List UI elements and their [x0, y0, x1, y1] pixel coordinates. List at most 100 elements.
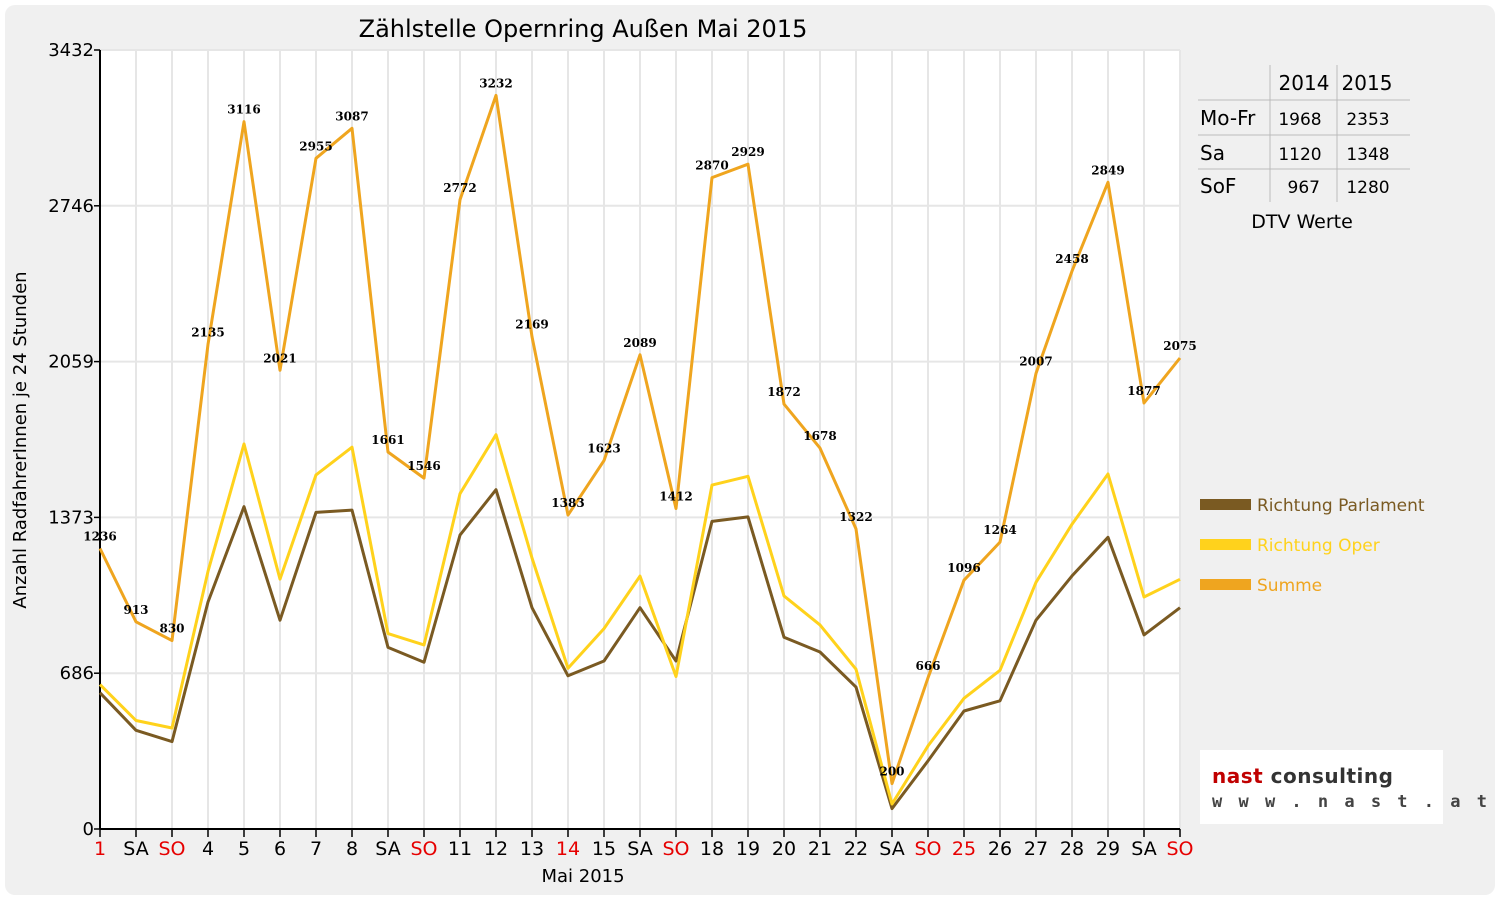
x-tick-label: 15 — [592, 838, 616, 860]
x-tick-label: SO — [1166, 838, 1193, 860]
x-tick-label: 27 — [1024, 838, 1048, 860]
x-tick-label: SO — [914, 838, 941, 860]
table-cell: 967 — [1288, 178, 1320, 198]
legend-swatch-parlament — [1200, 499, 1251, 510]
x-axis-label: Mai 2015 — [541, 866, 624, 887]
data-label-summe: 1322 — [839, 510, 872, 524]
table-row-label: Mo-Fr — [1200, 106, 1256, 130]
legend-label-parlament: Richtung Parlament — [1257, 496, 1425, 516]
table-cell: 1968 — [1278, 110, 1321, 130]
x-tick-label: 22 — [844, 838, 868, 860]
x-tick-label: 18 — [700, 838, 724, 860]
data-label-summe: 2870 — [695, 159, 728, 173]
legend-label-summe: Summe — [1257, 576, 1322, 596]
y-tick-label: 1373 — [48, 507, 94, 528]
x-tick-label: 12 — [484, 838, 508, 860]
data-label-summe: 830 — [159, 622, 184, 636]
data-label-summe: 2007 — [1019, 354, 1052, 368]
x-tick-label: 1 — [94, 838, 106, 860]
chart-title: Zählstelle Opernring Außen Mai 2015 — [359, 15, 808, 43]
table-header: 2015 — [1342, 71, 1393, 95]
x-tick-label: 11 — [448, 838, 472, 860]
data-label-summe: 3087 — [335, 109, 368, 123]
data-label-summe: 1877 — [1127, 384, 1160, 398]
x-tick-label: SA — [1131, 838, 1156, 860]
x-tick-label: SA — [123, 838, 148, 860]
data-label-summe: 2021 — [263, 351, 296, 365]
table-cell: 1120 — [1278, 145, 1321, 165]
x-tick-label: 7 — [310, 838, 322, 860]
table-caption: DTV Werte — [1251, 211, 1353, 233]
logo-name: nast consulting — [1212, 764, 1393, 788]
x-tick-label: 4 — [202, 838, 214, 860]
x-tick-label: 5 — [238, 838, 250, 860]
logo-url: w w w . n a s t . a t — [1212, 792, 1490, 812]
data-label-summe: 1661 — [371, 433, 404, 447]
x-tick-label: SO — [158, 838, 185, 860]
data-label-summe: 2458 — [1055, 252, 1088, 266]
data-label-summe: 2075 — [1163, 339, 1196, 353]
series-line-oper — [98, 433, 1181, 806]
x-tick-label: 26 — [988, 838, 1012, 860]
data-label-summe: 200 — [879, 765, 904, 779]
x-tick-label: 8 — [346, 838, 358, 860]
table-cell: 1348 — [1346, 145, 1389, 165]
data-label-summe: 3116 — [227, 103, 260, 117]
series-line-parlament — [98, 488, 1181, 811]
table-cell: 1280 — [1346, 178, 1389, 198]
data-label-summe: 1383 — [551, 496, 584, 510]
x-tick-label: 28 — [1060, 838, 1084, 860]
x-tick-label: SA — [375, 838, 400, 860]
data-label-summe: 2849 — [1091, 163, 1124, 177]
logo-name-red: nast — [1212, 764, 1264, 788]
x-tick-label: 21 — [808, 838, 832, 860]
data-label-summe: 1236 — [83, 529, 116, 543]
series-line-summe — [98, 93, 1182, 786]
x-tick-label: 20 — [772, 838, 796, 860]
nast-consulting-logo: nast consulting w w w . n a s t . a t — [1200, 750, 1487, 824]
plot-area: 0 686 1373 2059 2746 3432 1 SA SO 4 5 6 7 8 SA SO 11 12 13… — [48, 40, 1197, 860]
x-tick-label: SA — [879, 838, 904, 860]
x-tick-label: 6 — [274, 838, 286, 860]
dtv-table: 2014 2015 Mo-Fr 1968 2353 Sa 1120 1348 S… — [1198, 65, 1410, 233]
data-label-summe: 1678 — [803, 429, 836, 443]
x-tick-label: 14 — [556, 838, 580, 860]
x-tick-label: SA — [627, 838, 652, 860]
data-label-summe: 1872 — [767, 385, 800, 399]
data-label-summe: 2772 — [443, 181, 476, 195]
data-label-summe: 913 — [123, 603, 148, 617]
y-tick-label: 686 — [60, 663, 94, 684]
data-label-summe: 2955 — [299, 139, 332, 153]
data-label-summe: 1546 — [407, 459, 440, 473]
x-tick-label: SO — [662, 838, 689, 860]
logo-name-dark: consulting — [1263, 764, 1394, 788]
data-label-summe: 2929 — [731, 145, 764, 159]
y-tick-label: 3432 — [48, 40, 94, 61]
data-label-summe: 1412 — [659, 490, 692, 504]
data-label-summe: 3232 — [479, 76, 512, 90]
legend: Richtung Parlament Richtung Oper Summe — [1200, 496, 1425, 596]
x-tick-label: 29 — [1096, 838, 1120, 860]
legend-label-oper: Richtung Oper — [1257, 536, 1380, 556]
table-row-label: SoF — [1200, 174, 1236, 198]
x-tick-label: 25 — [952, 838, 976, 860]
data-label-summe: 666 — [915, 659, 940, 673]
legend-swatch-oper — [1200, 539, 1251, 550]
data-label-summe: 2135 — [191, 325, 224, 339]
table-row-label: Sa — [1200, 141, 1225, 165]
x-tick-label: 13 — [520, 838, 544, 860]
table-cell: 2353 — [1346, 110, 1389, 130]
x-tick-label: 19 — [736, 838, 760, 860]
data-label-summe: 1096 — [947, 561, 980, 575]
y-tick-label: 0 — [83, 819, 94, 840]
data-label-summe: 1623 — [587, 442, 620, 456]
y-axis-label: Anzahl RadfahrerInnen je 24 Stunden — [10, 271, 31, 608]
y-tick-label: 2746 — [48, 196, 94, 217]
legend-swatch-summe — [1200, 579, 1251, 590]
table-header: 2014 — [1279, 71, 1330, 95]
y-tick-label: 2059 — [48, 352, 94, 373]
data-label-summe: 1264 — [983, 523, 1016, 537]
data-label-summe: 2089 — [623, 336, 656, 350]
data-label-summe: 2169 — [515, 318, 548, 332]
